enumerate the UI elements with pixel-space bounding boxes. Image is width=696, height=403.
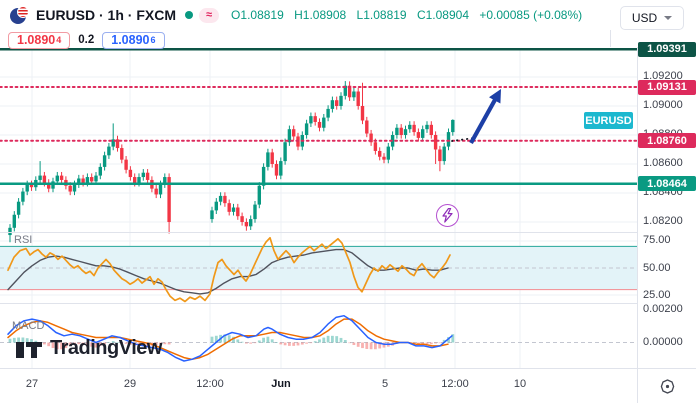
approx-data-badge[interactable]: ≈ (199, 7, 220, 23)
macd-indicator-label[interactable]: MACD (12, 320, 45, 332)
time-axis[interactable]: 27 29 12:00 Jun 5 12:00 10 (0, 368, 637, 403)
spread-value: 0.2 (78, 34, 95, 46)
price-scale-tick: 1.08600 (643, 157, 683, 170)
price-level-badge: 1.08760 (638, 133, 696, 149)
price-scale-tick: 1.09000 (643, 99, 683, 112)
change-value: +0.00085 (+0.08%) (479, 8, 583, 22)
time-axis-tick: 27 (25, 378, 39, 390)
axis-corner-cell (637, 368, 696, 403)
price-scale-tick: 75.00 (643, 234, 671, 247)
symbol-title[interactable]: EURUSD · 1h · FXCM (36, 7, 176, 23)
eurusd-pair-icon (10, 5, 29, 25)
time-axis-tick: Jun (271, 378, 291, 390)
bid-price-sup: 4 (56, 35, 62, 45)
price-scale-tick: 25.00 (643, 288, 671, 301)
close-label: C (416, 8, 426, 22)
low-value: 1.08819 (363, 8, 407, 22)
ask-price: 1.0890 (111, 33, 150, 47)
rsi-indicator-label[interactable]: RSI (14, 234, 33, 246)
time-axis-tick: 5 (381, 378, 389, 390)
watermark-text: TradingView (50, 336, 162, 359)
open-value: 1.08819 (240, 8, 284, 22)
open-label: O (231, 8, 241, 22)
gear-icon (660, 379, 675, 394)
currency-selector[interactable]: USD (620, 6, 684, 30)
chart-header: EURUSD · 1h · FXCM ≈ O1.08819 H1.08908 L… (0, 0, 696, 30)
current-price-symbol-badge: EURUSD (584, 112, 633, 129)
high-value: 1.08908 (302, 8, 347, 22)
currency-label: USD (631, 11, 658, 25)
price-scale-tick: 0.00200 (643, 302, 683, 315)
time-axis-tick: 29 (123, 378, 137, 390)
ohlc-values: O1.08819 H1.08908 L1.08819 C1.08904 +0.0… (231, 8, 589, 22)
projection-arrow[interactable] (489, 89, 501, 104)
chevron-down-icon (664, 16, 673, 20)
price-scale-tick: 50.00 (643, 261, 671, 274)
ask-price-box[interactable]: 1.0890 6 (102, 31, 165, 49)
time-axis-tick: 10 (513, 378, 527, 390)
instant-trading-button[interactable] (436, 204, 459, 227)
price-scale-tick: 1.08200 (643, 215, 683, 228)
price-level-badge: 1.09391 (638, 41, 696, 57)
ask-price-sup: 6 (150, 35, 156, 45)
us-flag-icon (17, 5, 29, 18)
tradingview-watermark: TradingView (14, 334, 162, 362)
lightning-icon (442, 208, 453, 223)
price-scale-tick: 0.00000 (643, 336, 683, 349)
bid-price-box[interactable]: 1.0890 4 (8, 31, 71, 49)
low-label: L (356, 8, 364, 22)
price-level-badge: 1.08464 (638, 176, 696, 192)
price-level-badge: 1.09131 (638, 79, 696, 95)
market-status-dot (185, 11, 193, 19)
time-axis-tick: 12:00 (196, 378, 224, 390)
high-label: H (294, 8, 303, 22)
tradingview-logo-icon (16, 342, 42, 358)
time-axis-tick: 12:00 (441, 378, 469, 390)
price-scale[interactable]: 1.092001.090001.088001.086001.084001.082… (637, 41, 696, 368)
axis-settings-button[interactable] (656, 375, 680, 399)
quote-row: 1.0890 4 0.2 1.0890 6 (8, 31, 165, 49)
close-value: 1.08904 (425, 8, 470, 22)
bid-price: 1.0890 (17, 33, 56, 47)
price-scale-tick: 1.09200 (643, 70, 683, 83)
